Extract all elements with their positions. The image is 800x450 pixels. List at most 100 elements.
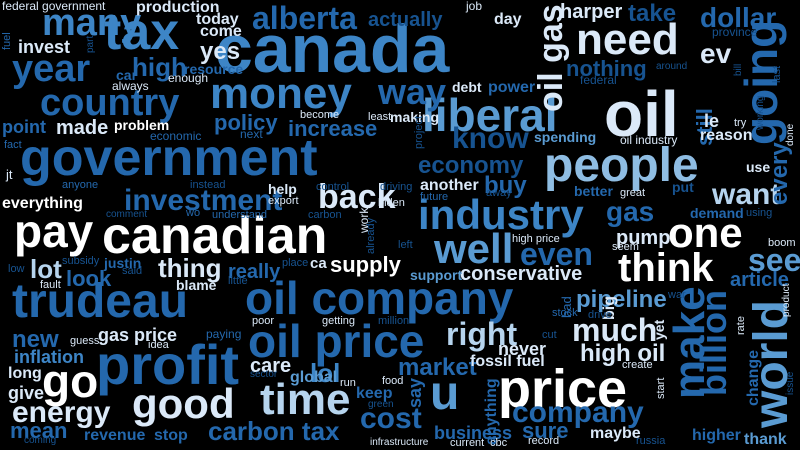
cloud-word: gas <box>606 196 655 227</box>
cloud-word: invest <box>18 37 71 57</box>
cloud-word: point <box>2 117 46 137</box>
cloud-word: care <box>250 355 292 377</box>
cloud-word: pipeline <box>576 286 667 313</box>
cloud-word: spending <box>534 129 597 145</box>
cloud-word: country <box>40 82 180 124</box>
cloud-word: gas price <box>98 325 178 345</box>
cloud-word: inflation <box>14 347 84 367</box>
cloud-word: driving <box>380 181 413 193</box>
cloud-word: problem <box>114 117 170 133</box>
cloud-word: well <box>434 225 514 272</box>
cloud-word: car <box>116 67 138 83</box>
cloud-word: thing <box>158 253 222 283</box>
cloud-word: always <box>112 79 149 93</box>
cloud-word: carbon <box>308 209 342 221</box>
cloud-word: fuel <box>1 32 13 50</box>
cloud-word: said <box>122 265 143 277</box>
cloud-word: next <box>240 127 263 141</box>
cloud-word: thank <box>744 431 787 448</box>
cloud-word: back <box>318 178 396 216</box>
cloud-word: production <box>136 0 220 16</box>
cloud-word: cbc <box>490 437 508 449</box>
cloud-word: resource <box>184 61 244 77</box>
cloud-word: try <box>734 117 747 129</box>
cloud-word: article <box>730 269 789 291</box>
cloud-word: canada <box>215 11 450 87</box>
cloud-word: russia <box>636 435 666 447</box>
cloud-word: future <box>420 191 449 203</box>
cloud-word: subsidy <box>62 255 100 267</box>
cloud-word: think <box>618 246 714 290</box>
cloud-word: go <box>42 355 99 407</box>
cloud-word: bill <box>733 63 744 76</box>
cloud-word: even <box>520 236 593 272</box>
cloud-word: drive <box>588 309 612 321</box>
cloud-word: cut <box>542 329 557 341</box>
cloud-word: done <box>785 123 796 146</box>
cloud-word: run <box>340 377 356 389</box>
cloud-word: need <box>576 15 679 64</box>
cloud-word: come <box>200 23 242 40</box>
cloud-word: high price <box>512 233 560 245</box>
cloud-word: le <box>704 111 720 131</box>
cloud-word: province <box>712 25 758 39</box>
cloud-word: dollar <box>700 2 777 33</box>
cloud-word: making <box>390 109 440 125</box>
cloud-word: little <box>228 275 248 287</box>
cloud-word: global <box>290 369 338 386</box>
cloud-word: trudeau <box>12 275 189 328</box>
cloud-word: oil industry <box>620 133 678 147</box>
cloud-word: good <box>132 380 235 427</box>
cloud-word: stock <box>552 307 578 319</box>
cloud-word: away <box>486 187 512 199</box>
cloud-word: actually <box>368 9 443 31</box>
cloud-word: energy <box>12 396 111 429</box>
cloud-word: great <box>620 187 646 199</box>
cloud-word: left <box>398 239 413 251</box>
cloud-word: least <box>368 111 392 123</box>
cloud-word: long <box>8 365 42 382</box>
cloud-word: revenue <box>84 427 146 444</box>
cloud-word: blame <box>176 277 217 293</box>
cloud-word: rate <box>735 316 747 335</box>
cloud-word: company <box>512 396 644 429</box>
cloud-word: ev <box>700 38 732 69</box>
cloud-word: put <box>672 179 694 195</box>
cloud-word: every <box>766 142 793 205</box>
cloud-word: idea <box>148 339 169 351</box>
cloud-word: million <box>378 315 410 327</box>
cloud-word: cost <box>360 402 422 435</box>
cloud-word: time <box>260 375 351 424</box>
cloud-word: working <box>755 95 766 130</box>
cloud-word: year <box>12 48 91 90</box>
cloud-word: know <box>452 122 529 155</box>
cloud-word: start <box>655 377 667 399</box>
cloud-word: day <box>494 11 522 28</box>
cloud-word: fossil fuel <box>470 353 545 370</box>
cloud-word: look <box>66 266 112 291</box>
cloud-word: part <box>85 35 96 53</box>
cloud-word: project <box>413 115 425 149</box>
cloud-word: maybe <box>590 425 641 442</box>
cloud-word: wo <box>186 207 201 219</box>
cloud-word: federal government <box>2 0 106 13</box>
cloud-word: see <box>748 242 800 278</box>
cloud-word: debt <box>452 79 482 95</box>
cloud-word: alberta <box>252 0 357 36</box>
cloud-word: bad <box>559 296 574 318</box>
cloud-word: really <box>228 261 281 283</box>
cloud-word: high oil <box>580 340 666 367</box>
cloud-word: increase <box>288 116 378 141</box>
cloud-word: made <box>56 117 109 139</box>
cloud-word: reason <box>700 127 753 144</box>
cloud-word: government <box>20 129 318 187</box>
cloud-word: oil company <box>245 272 514 324</box>
cloud-word: anyone <box>62 179 99 191</box>
cloud-word: demand <box>690 205 744 221</box>
cloud-word: last <box>771 65 783 83</box>
cloud-word: right <box>446 316 518 352</box>
cloud-word: investment <box>124 184 283 217</box>
cloud-word: federal <box>580 73 617 87</box>
cloud-word: oil <box>604 78 679 150</box>
